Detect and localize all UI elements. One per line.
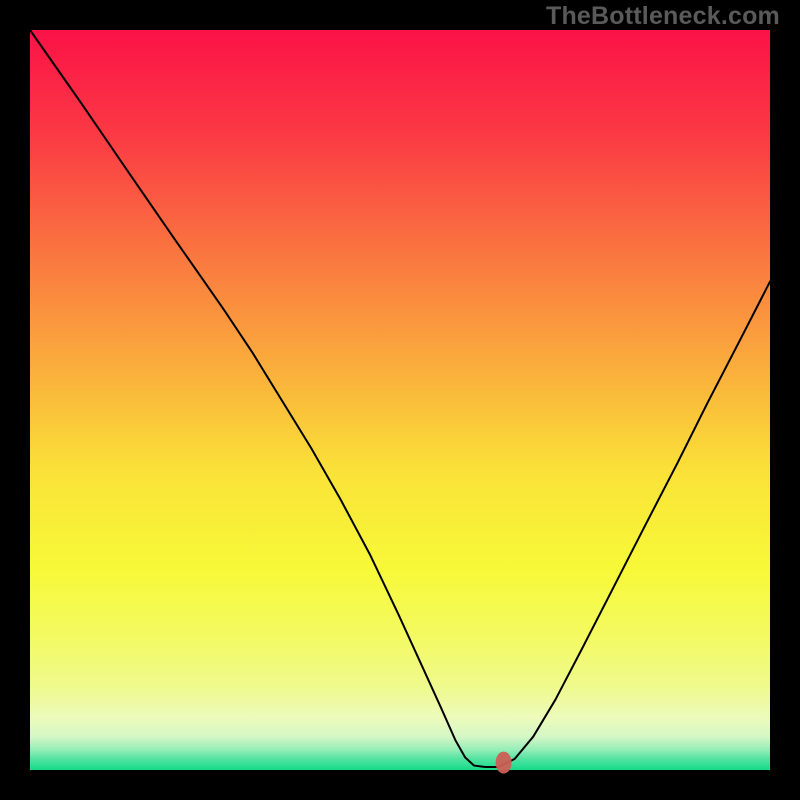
- watermark-text: TheBottleneck.com: [546, 2, 780, 31]
- optimum-marker: [496, 752, 512, 774]
- bottleneck-curve-chart: [0, 0, 800, 800]
- plot-background: [30, 30, 770, 770]
- chart-frame: TheBottleneck.com: [0, 0, 800, 800]
